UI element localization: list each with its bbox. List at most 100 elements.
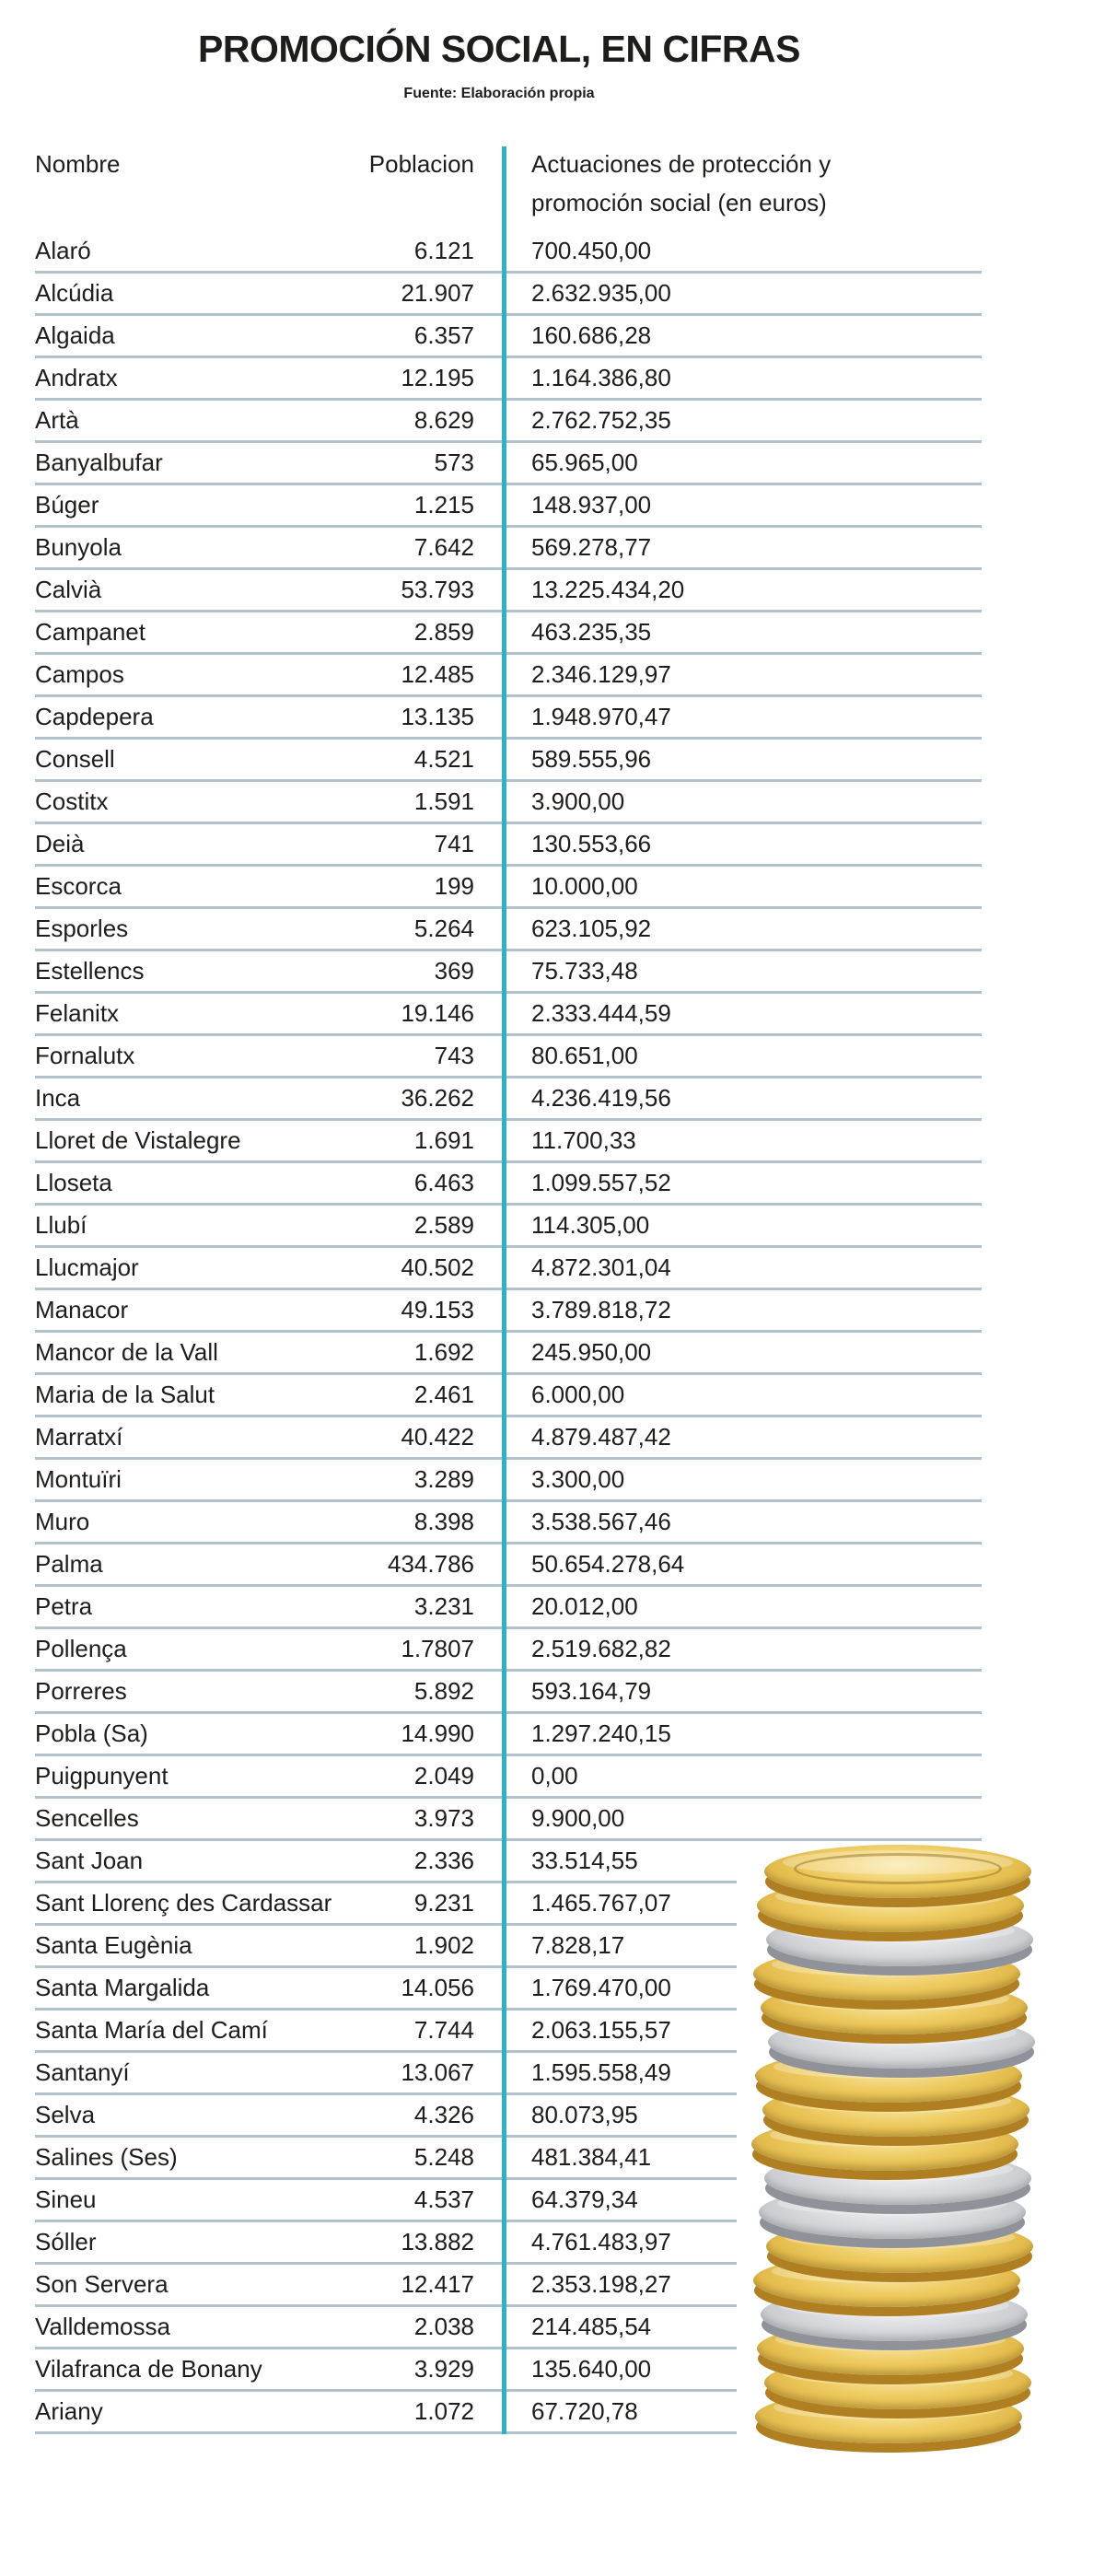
euros-value: 481.384,41 xyxy=(531,2143,652,2171)
municipality-name: Manacor xyxy=(35,1296,129,1323)
table-row: Son Servera 12.417 2.353.198,27 xyxy=(35,2265,982,2307)
table-row: Manacor 49.153 3.789.818,72 xyxy=(35,1290,982,1333)
table-row: Pobla (Sa) 14.990 1.297.240,15 xyxy=(35,1714,982,1756)
euros-value: 33.514,55 xyxy=(531,1847,638,1874)
population-value: 573 xyxy=(434,449,474,476)
table-row: Deià 741 130.553,66 xyxy=(35,824,982,867)
population-value: 4.537 xyxy=(413,2186,474,2213)
table-row: Campanet 2.859 463.235,35 xyxy=(35,612,982,655)
municipality-name: Banyalbufar xyxy=(35,449,163,476)
population-value: 741 xyxy=(434,830,474,857)
population-value: 1.215 xyxy=(413,491,474,519)
municipality-name: Son Servera xyxy=(35,2270,169,2298)
population-value: 12.417 xyxy=(401,2270,474,2298)
euros-value: 2.333.444,59 xyxy=(531,999,671,1027)
euros-value: 160.686,28 xyxy=(531,321,652,349)
euros-value: 700.450,00 xyxy=(531,237,652,264)
euros-value: 2.519.682,82 xyxy=(531,1635,671,1662)
table-row: Andratx 12.195 1.164.386,80 xyxy=(35,358,982,401)
table-row: Esporles 5.264 623.105,92 xyxy=(35,909,982,951)
population-value: 2.049 xyxy=(413,1762,474,1789)
euros-value: 2.762.752,35 xyxy=(531,406,671,434)
municipality-name: Llucmajor xyxy=(35,1253,139,1281)
population-value: 8.629 xyxy=(413,406,474,434)
euros-value: 3.900,00 xyxy=(531,787,625,815)
table-row: Llubí 2.589 114.305,00 xyxy=(35,1206,982,1248)
municipality-name: Bunyola xyxy=(35,533,122,561)
table-row: Vilafranca de Bonany 3.929 135.640,00 xyxy=(35,2349,982,2392)
table-row: Fornalutx 743 80.651,00 xyxy=(35,1036,982,1078)
population-value: 14.990 xyxy=(401,1719,474,1747)
population-value: 13.882 xyxy=(401,2228,474,2255)
table-row: Santa Margalida 14.056 1.769.470,00 xyxy=(35,1968,982,2011)
table-row: Lloseta 6.463 1.099.557,52 xyxy=(35,1163,982,1206)
population-value: 40.502 xyxy=(401,1253,474,1281)
euros-value: 6.000,00 xyxy=(531,1381,625,1408)
population-value: 3.231 xyxy=(413,1592,474,1620)
column-header-actuaciones-line2: promoción social (en euros) xyxy=(531,189,827,216)
euros-value: 1.948.970,47 xyxy=(531,703,671,730)
table-row: Sineu 4.537 64.379,34 xyxy=(35,2180,982,2222)
municipality-name: Escorca xyxy=(35,872,122,900)
euros-value: 80.073,95 xyxy=(531,2101,638,2128)
euros-value: 1.297.240,15 xyxy=(531,1719,671,1747)
euros-value: 1.164.386,80 xyxy=(531,364,671,391)
table-row: Sóller 13.882 4.761.483,97 xyxy=(35,2222,982,2265)
table-row: Alcúdia 21.907 2.632.935,00 xyxy=(35,274,982,316)
table-row: Estellencs 369 75.733,48 xyxy=(35,951,982,994)
municipality-name: Estellencs xyxy=(35,957,145,985)
municipality-name: Pollença xyxy=(35,1635,127,1662)
municipality-name: Pobla (Sa) xyxy=(35,1719,148,1747)
municipality-name: Valldemossa xyxy=(35,2313,170,2340)
municipality-name: Búger xyxy=(35,491,99,519)
euros-value: 214.485,54 xyxy=(531,2313,652,2340)
municipality-name: Muro xyxy=(35,1508,90,1535)
municipality-name: Consell xyxy=(35,745,115,773)
municipality-name: Alcúdia xyxy=(35,279,114,307)
euros-value: 1.099.557,52 xyxy=(531,1169,671,1196)
table-row: Algaida 6.357 160.686,28 xyxy=(35,316,982,358)
municipality-name: Capdepera xyxy=(35,703,154,730)
table-row: Muro 8.398 3.538.567,46 xyxy=(35,1502,982,1544)
table-row: Campos 12.485 2.346.129,97 xyxy=(35,655,982,697)
population-value: 49.153 xyxy=(401,1296,474,1323)
table-row: Marratxí 40.422 4.879.487,42 xyxy=(35,1417,982,1460)
population-value: 3.973 xyxy=(413,1804,474,1832)
table-row: Valldemossa 2.038 214.485,54 xyxy=(35,2307,982,2349)
municipality-name: Alaró xyxy=(35,237,91,264)
municipality-name: Petra xyxy=(35,1592,93,1620)
euros-value: 65.965,00 xyxy=(531,449,638,476)
euros-value: 4.872.301,04 xyxy=(531,1253,671,1281)
table-row: Montuïri 3.289 3.300,00 xyxy=(35,1460,982,1502)
municipality-name: Artà xyxy=(35,406,79,434)
euros-value: 11.700,33 xyxy=(531,1126,636,1154)
euros-value: 50.654.278,64 xyxy=(531,1550,685,1578)
municipality-name: Selva xyxy=(35,2101,96,2128)
table-row: Salines (Ses) 5.248 481.384,41 xyxy=(35,2138,982,2180)
municipality-name: Montuïri xyxy=(35,1465,122,1493)
euros-value: 4.879.487,42 xyxy=(531,1423,671,1451)
table-row: Selva 4.326 80.073,95 xyxy=(35,2095,982,2138)
population-value: 7.744 xyxy=(413,2016,474,2044)
euros-value: 64.379,34 xyxy=(531,2186,638,2213)
euros-value: 3.538.567,46 xyxy=(531,1508,671,1535)
population-value: 8.398 xyxy=(413,1508,474,1535)
population-value: 2.461 xyxy=(413,1381,474,1408)
table-row: Santa Eugènia 1.902 7.828,17 xyxy=(35,1926,982,1968)
population-value: 1.7807 xyxy=(401,1635,474,1662)
euros-value: 135.640,00 xyxy=(531,2355,652,2383)
municipality-name: Santa María del Camí xyxy=(35,2016,268,2044)
euros-value: 623.105,92 xyxy=(531,915,652,942)
municipality-name: Deià xyxy=(35,830,85,857)
population-value: 12.195 xyxy=(401,364,474,391)
population-value: 5.248 xyxy=(413,2143,474,2171)
data-table: Nombre Poblacion Actuaciones de protecci… xyxy=(35,145,982,2434)
table-row: Consell 4.521 589.555,96 xyxy=(35,740,982,782)
table-row: Porreres 5.892 593.164,79 xyxy=(35,1672,982,1714)
table-row: Calvià 53.793 13.225.434,20 xyxy=(35,570,982,612)
municipality-name: Santa Eugènia xyxy=(35,1931,192,1959)
table-row: Puigpunyent 2.049 0,00 xyxy=(35,1756,982,1799)
population-value: 434.786 xyxy=(388,1550,474,1578)
municipality-name: Lloseta xyxy=(35,1169,112,1196)
table-row: Ariany 1.072 67.720,78 xyxy=(35,2392,982,2434)
